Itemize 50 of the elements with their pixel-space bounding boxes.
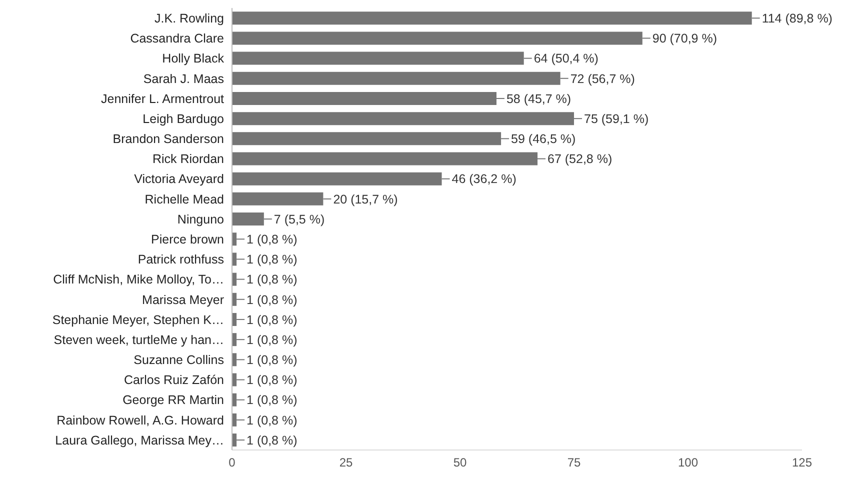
data-label: 114 (89,8 %) [762,11,832,26]
data-label: 59 (46,5 %) [511,132,576,146]
data-label: 1 (0,8 %) [246,413,298,428]
y-tick-label: Laura Gallego, Marissa Mey… [55,433,224,448]
y-tick-label: Carlos Ruiz Zafón [124,373,224,388]
x-tick-label: 50 [453,456,467,470]
y-tick-label: Victoria Aveyard [134,172,224,186]
data-label: 1 (0,8 %) [246,373,298,388]
y-tick-label: Rainbow Rowell, A.G. Howard [56,413,224,428]
data-label: 64 (50,4 %) [534,52,598,66]
y-tick-label: Leigh Bardugo [142,112,224,126]
y-tick-label: Pierce brown [151,232,224,246]
y-tick-label: Sarah J. Maas [143,72,224,86]
y-tick-label: Patrick rothfuss [138,252,224,267]
data-label: 1 (0,8 %) [246,272,298,287]
data-label: 75 (59,1 %) [584,112,649,126]
data-label: 1 (0,8 %) [246,292,298,307]
data-label: 1 (0,8 %) [246,433,298,448]
data-label: 1 (0,8 %) [246,332,298,347]
y-tick-label: Marissa Meyer [142,292,224,307]
y-tick-label: Suzanne Collins [134,353,224,368]
x-tick-label: 0 [228,456,236,470]
y-tick-label: J.K. Rowling [154,11,224,26]
data-label: 1 (0,8 %) [246,353,298,368]
data-label: 1 (0,8 %) [246,252,298,267]
data-label: 7 (5,5 %) [274,212,325,226]
y-tick-label: Cassandra Clare [130,32,224,46]
y-tick-label: Holly Black [162,52,225,66]
data-label: 72 (56,7 %) [570,72,635,86]
y-tick-label: Richelle Mead [144,192,224,206]
data-label: 1 (0,8 %) [246,393,298,408]
y-tick-label: Steven week, turtleMe y han… [54,332,224,347]
x-tick-label: 25 [339,456,353,470]
x-tick-label: 100 [678,456,698,470]
y-tick-label: Rick Riordan [152,152,224,166]
y-tick-label: Ninguno [177,212,224,226]
y-tick-label: Brandon Sanderson [112,132,224,146]
y-tick-label: George RR Martin [122,393,224,408]
data-label: 1 (0,8 %) [246,312,298,327]
data-label: 90 (70,9 %) [652,32,718,46]
y-tick-label: Jennifer L. Armentrout [101,92,225,106]
y-tick-label: Stephanie Meyer, Stephen K… [52,312,224,327]
data-label: 46 (36,2 %) [452,172,516,186]
data-label: 58 (45,7 %) [506,92,572,106]
x-tick-label: 125 [792,456,812,470]
data-label: 20 (15,7 %) [333,192,398,206]
y-tick-label: Cliff McNish, Mike Molloy, To… [53,272,224,287]
data-label: 67 (52,8 %) [548,152,612,166]
x-tick-label: 75 [567,456,581,470]
data-label: 1 (0,8 %) [246,232,298,246]
